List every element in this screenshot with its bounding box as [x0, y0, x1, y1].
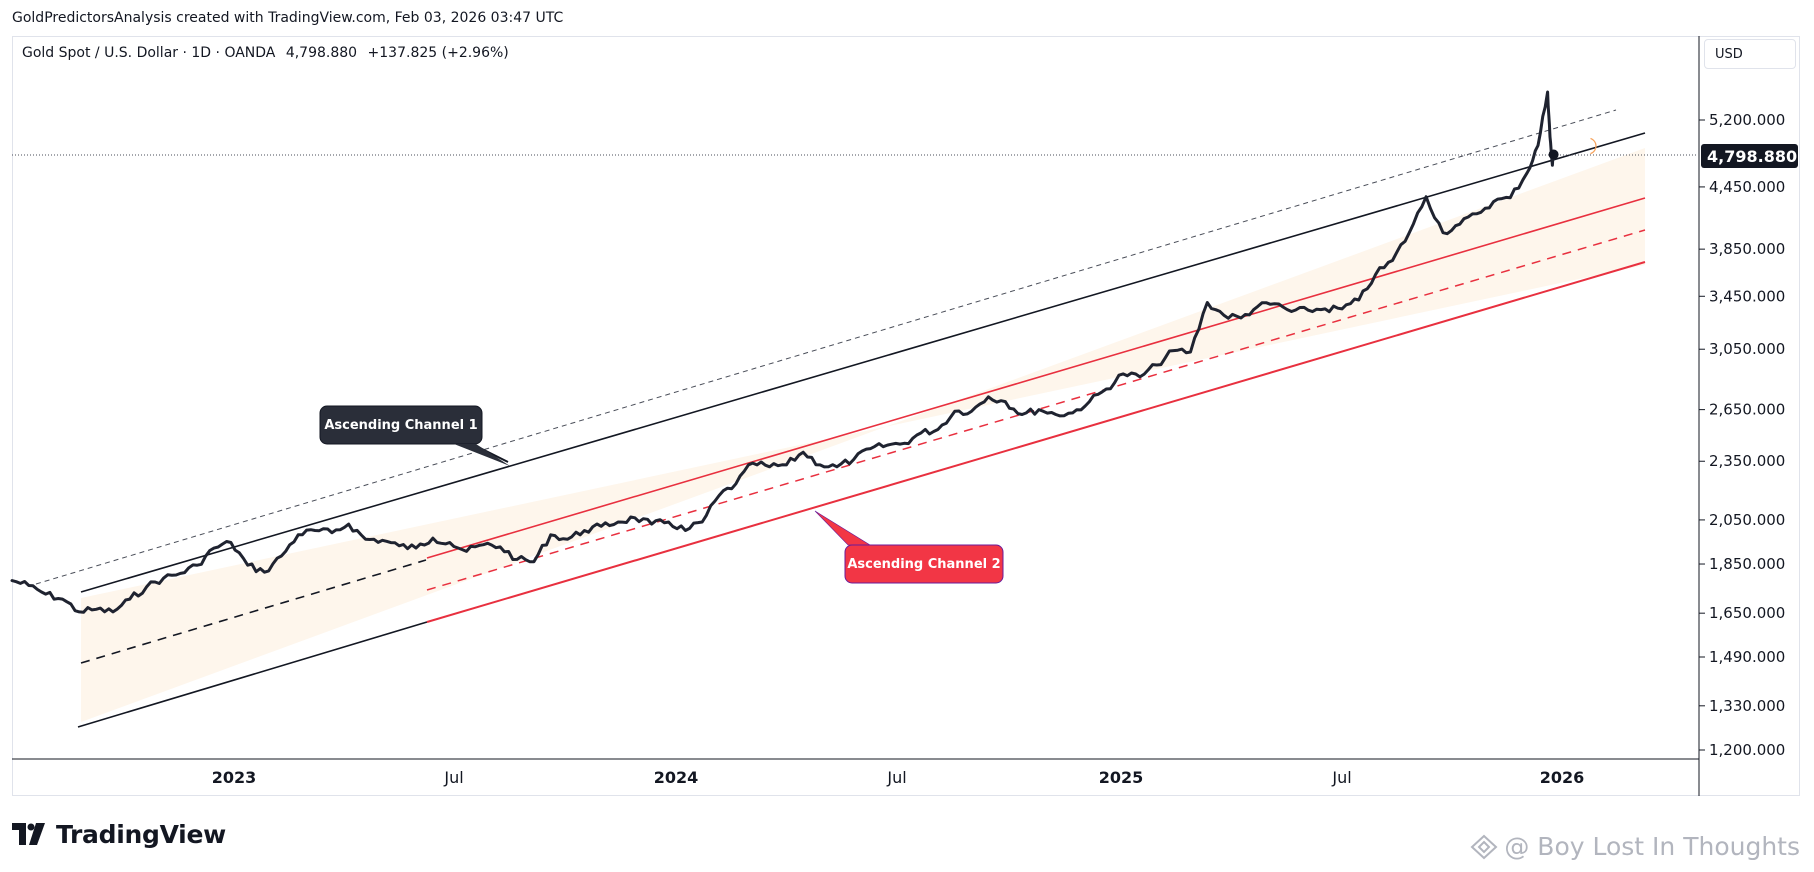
watermark: @ Boy Lost In Thoughts	[1470, 832, 1800, 861]
symbol-name: Gold Spot / U.S. Dollar	[22, 45, 179, 61]
symbol-sep-1: ·	[182, 45, 187, 61]
chart-caption: GoldPredictorsAnalysis created with Trad…	[12, 10, 564, 26]
symbol-last: 4,798.880	[285, 45, 358, 61]
last-price-badge: 4,798.880	[1701, 144, 1798, 168]
price-tick-label: 2,650.000	[1709, 401, 1785, 419]
time-axis-label: 2023	[212, 768, 257, 787]
price-tick-label: 1,850.000	[1709, 555, 1785, 573]
currency-selector[interactable]: USD	[1704, 39, 1796, 69]
time-axis-label: 2026	[1540, 768, 1585, 787]
symbol-interval: 1D	[191, 45, 212, 61]
tradingview-logo[interactable]: TradingView	[12, 818, 226, 850]
price-tick-label: 1,200.000	[1709, 741, 1785, 759]
diamond-icon	[1470, 834, 1498, 859]
price-axis[interactable]: 5,200.000 4,450.000 3,850.000 3,450.000 3,05…	[1699, 111, 1785, 759]
time-axis-label: Jul	[1331, 768, 1351, 787]
price-tick-label: 3,450.000	[1709, 287, 1785, 305]
symbol-legend[interactable]: Gold Spot / U.S. Dollar · 1D · OANDA 4,7…	[22, 45, 509, 61]
channel-2-lower-line[interactable]	[426, 261, 1646, 623]
channel-1-label: Ascending Channel 1	[324, 418, 477, 433]
channel-1-upper-line[interactable]	[80, 132, 1646, 593]
time-axis-label: Jul	[886, 768, 906, 787]
price-series-line[interactable]	[10, 90, 1556, 614]
last-price-marker	[1548, 149, 1559, 160]
price-tick-label: 1,330.000	[1709, 697, 1785, 715]
channel-1-fill	[81, 148, 1645, 722]
channel-1-callout[interactable]: Ascending Channel 1	[319, 405, 510, 466]
channel-2-mid-dashed-line[interactable]	[426, 229, 1646, 591]
price-tick-label: 3,850.000	[1709, 240, 1785, 258]
price-tick-label: 1,650.000	[1709, 604, 1785, 622]
price-tick-label: 5,200.000	[1709, 111, 1785, 129]
time-axis[interactable]: 2023 Jul 2024 Jul 2025 Jul 2026	[212, 768, 1585, 787]
channel-1-mid-dashed-line[interactable]	[80, 559, 427, 664]
time-axis-label: 2024	[654, 768, 699, 787]
symbol-exchange: OANDA	[224, 45, 276, 61]
chart-frame	[12, 36, 1800, 796]
tradingview-wordmark: TradingView	[56, 819, 226, 849]
price-tick-label: 3,050.000	[1709, 340, 1785, 358]
channel-2-upper-line[interactable]	[426, 197, 1646, 559]
symbol-sep-2: ·	[215, 45, 220, 61]
channel-1-lower-line[interactable]	[77, 621, 428, 728]
price-tick-label: 2,050.000	[1709, 511, 1785, 529]
last-price-value: 4,798.880	[1707, 147, 1797, 166]
symbol-change: +137.825 (+2.96%)	[367, 45, 509, 61]
time-axis-label: 2025	[1099, 768, 1144, 787]
watermark-text: @ Boy Lost In Thoughts	[1504, 832, 1800, 861]
channel-1-top-dashed-line[interactable]	[35, 109, 1617, 585]
channel-2-callout[interactable]: Ascending Channel 2	[814, 510, 1004, 584]
alert-marker	[1579, 137, 1597, 155]
price-tick-label: 1,490.000	[1709, 648, 1785, 666]
channel-2-label: Ascending Channel 2	[847, 557, 1000, 572]
time-axis-label: Jul	[443, 768, 463, 787]
tradingview-logo-icon	[12, 823, 45, 845]
price-tick-label: 4,450.000	[1709, 178, 1785, 196]
price-tick-label: 2,350.000	[1709, 452, 1785, 470]
